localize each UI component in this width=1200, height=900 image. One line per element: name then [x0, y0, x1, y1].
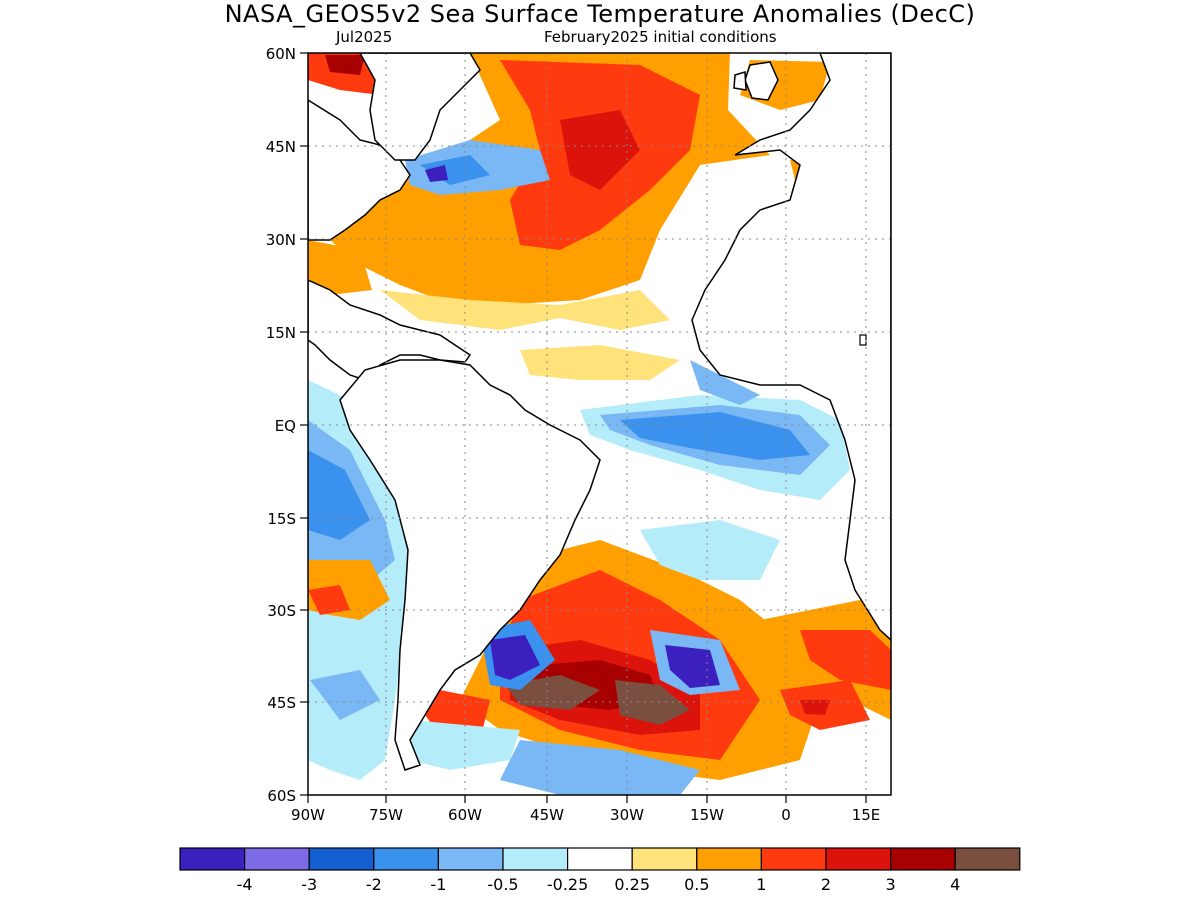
forecast-month: Jul2025	[336, 28, 393, 46]
lat-label: 15N	[266, 324, 296, 342]
lon-label: 75W	[369, 806, 403, 824]
legend-color-box	[631, 847, 698, 871]
lat-label: 45S	[267, 694, 296, 712]
south-atlantic-warm-region	[425, 540, 891, 780]
lon-label: 90W	[291, 806, 325, 824]
lat-label: 60N	[266, 45, 296, 63]
legend-label: -3	[301, 875, 317, 894]
legend-color-box	[437, 847, 504, 871]
sst-anomaly-map: 60N 45N 30N 15N EQ 15S 30S 45S 60S 90W 7…	[266, 45, 892, 824]
lat-label: EQ	[275, 417, 296, 435]
initial-conditions-label: February2025 initial conditions	[544, 28, 777, 46]
lat-label: 30N	[266, 231, 296, 249]
equatorial-cool-region	[520, 345, 850, 500]
legend-color-box	[889, 847, 956, 871]
lat-label: 15S	[267, 510, 296, 528]
map-frame	[307, 52, 892, 796]
map-gridlines	[308, 53, 891, 795]
lon-label: 0	[781, 806, 791, 824]
gulf-of-maine-cool-region	[405, 140, 550, 195]
lon-label: 15E	[852, 806, 881, 824]
latitude-labels: 60N 45N 30N 15N EQ 15S 30S 45S 60S	[266, 45, 296, 805]
legend-color-box	[566, 847, 633, 871]
legend-label: 2	[821, 875, 831, 894]
longitude-labels: 90W 75W 60W 45W 30W 15W 0 15E	[291, 806, 880, 824]
legend-label: -2	[366, 875, 382, 894]
legend-color-box	[502, 847, 569, 871]
legend-color-box	[825, 847, 892, 871]
legend-color-box	[179, 847, 246, 871]
legend-color-boxes	[179, 847, 1021, 871]
legend-label: 0.5	[684, 875, 709, 894]
legend-color-box	[696, 847, 762, 871]
lat-label: 45N	[266, 138, 296, 156]
lon-label: 15W	[690, 806, 724, 824]
axis-ticks	[300, 52, 867, 803]
legend-label: -0.25	[547, 875, 588, 894]
legend-color-box	[373, 847, 439, 871]
legend-color-box	[244, 847, 310, 871]
lon-label: 60W	[448, 806, 482, 824]
legend-label: -4	[237, 875, 253, 894]
map-title: NASA_GEOS5v2 Sea Surface Temperature Ano…	[224, 0, 976, 28]
legend-color-box	[954, 847, 1021, 871]
legend-label: -1	[430, 875, 446, 894]
lat-label: 30S	[267, 602, 296, 620]
legend-labels: -4 -3 -2 -1 -0.5 -0.25 0.25 0.5 1 2 3 4	[237, 875, 961, 894]
legend-label: 4	[950, 875, 960, 894]
legend-label: -0.5	[487, 875, 518, 894]
lon-label: 45W	[530, 806, 564, 824]
legend-label: 0.25	[614, 875, 650, 894]
legend-color-box	[308, 847, 375, 871]
legend-label: 3	[886, 875, 896, 894]
legend-color-box	[760, 847, 827, 871]
south-atlantic-cool-region	[410, 520, 780, 795]
lat-label: 60S	[267, 787, 296, 805]
legend-label: 1	[756, 875, 766, 894]
land-masses	[308, 53, 891, 771]
lon-label: 30W	[610, 806, 644, 824]
